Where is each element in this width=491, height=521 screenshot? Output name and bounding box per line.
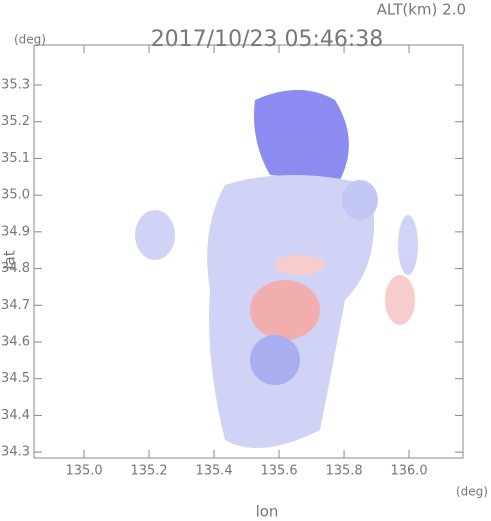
y-tick-label: 34.3	[1, 445, 30, 460]
y-tick-label: 34.8	[1, 261, 30, 276]
y-axis-label: lat	[1, 250, 19, 269]
echo-region	[135, 210, 175, 260]
echo-region	[250, 280, 320, 340]
echo-region	[254, 90, 349, 180]
y-tick-label: 34.4	[1, 408, 30, 423]
x-tick-label: 136.0	[390, 464, 427, 479]
plot-frame	[33, 44, 464, 459]
echo-field	[135, 90, 418, 448]
echo-region	[385, 275, 415, 325]
y-tick-label: 34.7	[1, 298, 30, 313]
echo-region	[342, 180, 378, 220]
y-tick-label: 35.2	[1, 114, 30, 129]
x-tick-label: 135.6	[260, 464, 297, 479]
y-tick-label: 34.9	[1, 224, 30, 239]
y-tick-label: 35.1	[1, 151, 30, 166]
annotation: ALT(km) 2.0	[377, 1, 466, 19]
y-unit: (deg)	[14, 33, 46, 47]
echo-region	[398, 215, 418, 275]
x-tick-label: 135.0	[65, 464, 102, 479]
echo-region	[250, 335, 300, 385]
y-tick-label: 35.0	[1, 188, 30, 203]
x-unit: (deg)	[456, 485, 488, 499]
y-tick-label: 35.3	[1, 78, 30, 93]
y-tick-label: 34.5	[1, 371, 30, 386]
x-tick-label: 135.8	[325, 464, 362, 479]
chart-title: 2017/10/23 05:46:38	[151, 27, 384, 52]
x-tick-label: 135.4	[195, 464, 232, 479]
echo-region	[275, 255, 325, 275]
x-axis-label: lon	[256, 503, 279, 521]
y-tick-label: 34.6	[1, 334, 30, 349]
x-tick-label: 135.2	[130, 464, 167, 479]
